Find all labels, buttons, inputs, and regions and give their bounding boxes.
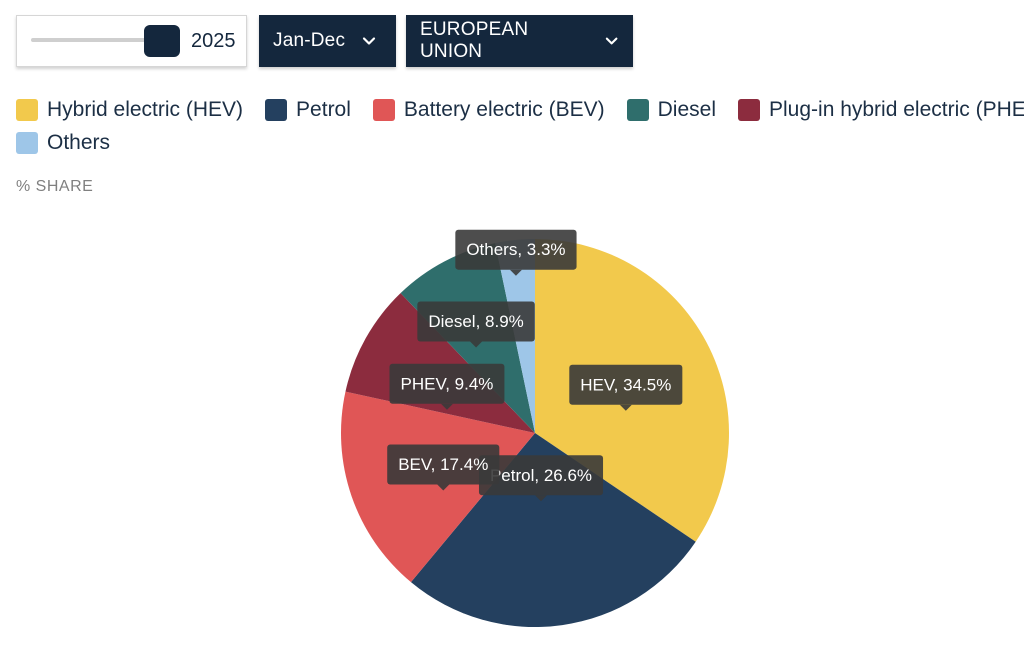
legend-swatch	[626, 99, 649, 121]
chevron-down-icon	[605, 37, 618, 45]
slice-tooltip: Others, 3.3%	[455, 229, 577, 276]
region-dropdown[interactable]: EUROPEAN UNION	[406, 15, 633, 67]
slice-tooltip: Diesel, 8.9%	[417, 301, 535, 348]
legend-label: Plug-in hybrid electric (PHEV)	[769, 98, 1024, 121]
region-dropdown-label: EUROPEAN UNION	[420, 19, 529, 62]
chart-legend: Hybrid electric (HEV) Petrol Battery elect…	[16, 95, 1024, 161]
slice-tooltip: HEV, 34.5%	[569, 364, 683, 411]
chevron-down-icon	[363, 37, 376, 45]
slice-tooltip-box	[417, 301, 535, 342]
y-axis-label: % SHARE	[16, 178, 94, 195]
slice-tooltip-box	[478, 455, 604, 496]
year-slider-box: 2025	[16, 15, 247, 67]
slice-tooltip-box	[455, 229, 577, 270]
period-dropdown-label: Jan-Dec	[273, 30, 346, 51]
legend-item[interactable]: Plug-in hybrid electric (PHEV)	[738, 98, 1024, 122]
legend-item[interactable]: Battery electric (BEV)	[372, 98, 605, 122]
legend-row: Others	[16, 128, 1024, 158]
legend-swatch	[16, 99, 38, 121]
slice-tooltip-box	[389, 363, 505, 404]
pie-slice-petrol[interactable]	[410, 433, 696, 628]
slice-tooltip-pointer	[535, 495, 548, 502]
legend-item[interactable]: Diesel	[626, 98, 716, 122]
slice-tooltip-label: BEV, 17.4%	[398, 455, 488, 474]
slice-tooltip-pointer	[440, 403, 453, 410]
legend-swatch	[16, 132, 38, 154]
pie-slice-bev[interactable]	[341, 391, 535, 583]
legend-swatch	[265, 99, 288, 121]
slice-tooltip: Petrol, 26.6%	[478, 455, 604, 502]
slice-tooltip: PHEV, 9.4%	[389, 363, 505, 410]
slice-tooltip-box	[569, 364, 683, 405]
slice-tooltip-label: Petrol, 26.6%	[490, 466, 592, 485]
legend-row: Hybrid electric (HEV) Petrol Battery elect…	[16, 95, 1024, 125]
legend-item[interactable]: Others	[16, 131, 110, 155]
period-dropdown[interactable]: Jan-Dec	[259, 15, 396, 67]
slice-tooltip-label: Diesel, 8.9%	[428, 312, 523, 331]
legend-label: Petrol	[296, 98, 351, 121]
legend-swatch	[372, 99, 395, 121]
legend-swatch	[738, 99, 760, 121]
slice-tooltip-label: PHEV, 9.4%	[400, 374, 493, 393]
legend-item[interactable]: Hybrid electric (HEV)	[16, 98, 243, 122]
year-value: 2025	[191, 30, 236, 52]
year-slider-track[interactable]	[31, 38, 153, 42]
legend-label: Others	[47, 131, 111, 154]
slice-tooltip: BEV, 17.4%	[387, 444, 500, 491]
slice-tooltip-pointer	[437, 484, 450, 491]
legend-label: Hybrid electric (HEV)	[47, 98, 244, 121]
legend-item[interactable]: Petrol	[265, 98, 351, 122]
slice-tooltip-pointer	[470, 341, 483, 348]
slice-tooltip-label: Others, 3.3%	[466, 240, 565, 259]
slice-tooltip-box	[387, 444, 500, 485]
legend-label: Diesel	[657, 98, 716, 121]
slice-tooltip-label: HEV, 34.5%	[580, 375, 671, 394]
slice-tooltip-pointer	[619, 404, 632, 411]
legend-label: Battery electric (BEV)	[403, 98, 605, 121]
slice-tooltip-pointer	[509, 269, 522, 276]
year-slider-handle[interactable]	[144, 25, 180, 57]
